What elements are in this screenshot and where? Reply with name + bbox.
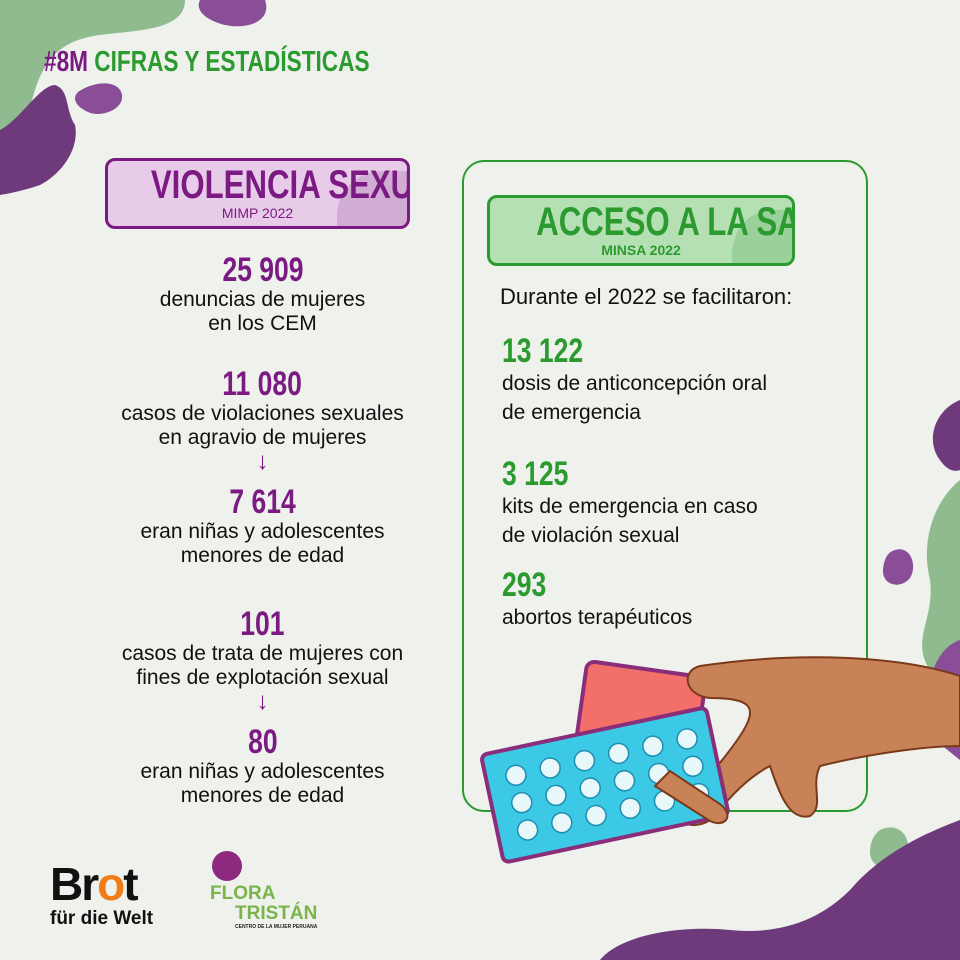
stat-trata: 101 casos de trata de mujeres con fines … [60,606,465,714]
page-title: #8M CIFRAS Y ESTADÍSTICAS [44,46,461,78]
salud-title: ACCESO A LA SALUD [536,200,792,244]
stat-line: de violación sexual [502,524,680,547]
stat-line: en los CEM [208,312,317,335]
salud-header-box: ACCESO A LA SALUD MINSA 2022 [487,195,795,266]
logo-text: für die Welt [50,908,154,929]
salud-intro: Durante el 2022 se facilitaron: [500,284,793,309]
stat-line: dosis de anticoncepción oral [502,372,768,395]
logo-text: t [123,858,138,910]
stat-line: menores de edad [180,784,345,807]
green-blob-top-left [0,0,185,140]
purple-blob-top [198,0,267,27]
purple-blob-right [932,400,960,471]
stat-value: 3 125 [502,455,569,493]
stat-value: 13 122 [502,332,584,370]
stat-line: en agravio de mujeres [158,426,367,449]
purple-blob-small [75,83,123,115]
thumb [653,769,729,824]
stat-abortos: 293 abortos terapéuticos [502,567,692,632]
arrow-down-icon: ↓ [256,448,269,475]
logo-text: TRISTÁN [235,903,318,924]
stat-line: menores de edad [180,544,345,567]
stat-value: 25 909 [221,251,304,289]
stat-value: 80 [247,723,278,761]
flora-tristan-logo: FLORA TRISTÁN CENTRO DE LA MUJER PERUANA [210,851,317,931]
flora-tristan-emblem [212,851,242,881]
violencia-title: VIOLENCIA SEXUAL [150,163,407,207]
stat-ninas-violacion: 7 614 eran niñas y adolescentes menores … [60,484,465,568]
logo-text: CENTRO DE LA MUJER PERUANA [235,924,318,930]
green-blob-right [922,480,960,680]
stat-line: denuncias de mujeres [159,288,366,311]
stat-line: casos de trata de mujeres con [121,642,404,665]
arrow-down-icon: ↓ [256,688,269,715]
stat-line: casos de violaciones sexuales [121,402,404,425]
stat-line: fines de explotación sexual [136,666,389,689]
hand-pills-illustration [480,656,960,864]
stat-line: de emergencia [502,401,641,424]
violencia-source: MIMP 2022 [221,205,294,221]
purple-blob-bottom [600,820,960,960]
stat-value: 7 614 [229,483,296,521]
brot-fur-die-welt-logo: Brot für die Welt [50,860,153,929]
stat-line: abortos terapéuticos [502,606,693,629]
stat-kits: 3 125 kits de emergencia en caso de viol… [502,456,758,550]
logo-text: Br [50,858,99,910]
stat-value: 11 080 [222,365,303,403]
stat-line: eran niñas y adolescentes [140,520,385,543]
salud-source: MINSA 2022 [601,242,681,258]
stat-line: eran niñas y adolescentes [140,760,385,783]
stat-line: kits de emergencia en caso [502,495,758,518]
stat-ninas-trata: 80 eran niñas y adolescentes menores de … [60,724,465,808]
stat-value: 293 [502,566,547,604]
blue-pill-pack [480,706,730,864]
hashtag: #8M [44,46,89,78]
violencia-header-box: VIOLENCIA SEXUAL MIMP 2022 [105,158,410,229]
purple-blob-right-small [882,549,914,585]
stat-denuncias: 25 909 denuncias de mujeres en los CEM [60,252,465,336]
title-text: CIFRAS Y ESTADÍSTICAS [94,46,370,78]
stat-violaciones: 11 080 casos de violaciones sexuales en … [60,366,465,474]
stat-anticoncepcion: 13 122 dosis de anticoncepción oral de e… [502,333,767,427]
stat-value: 101 [240,605,285,643]
purple-blob-left [0,85,76,195]
logo-text: o [97,858,125,910]
logo-text: FLORA [210,883,276,904]
